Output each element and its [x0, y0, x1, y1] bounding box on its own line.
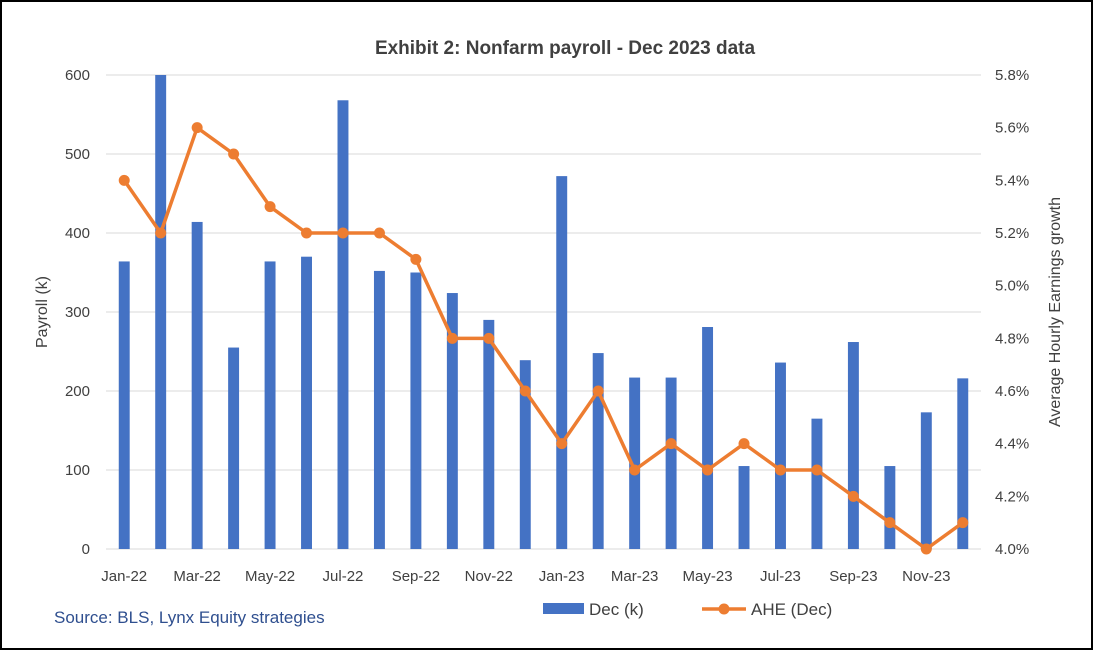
y2-tick-label: 4.6%	[995, 383, 1029, 400]
ahe-point	[337, 227, 349, 239]
line-series	[118, 122, 969, 555]
bar	[373, 270, 385, 549]
y-axis-label: Payroll (k)	[34, 276, 51, 348]
x-axis-ticks: Jan-22 Mar-22 May-22 Jul-22 Sep-22 Nov-22 Jan-…	[101, 568, 950, 585]
bar	[775, 362, 786, 549]
legend-swatch-marker	[718, 603, 730, 615]
ahe-point	[264, 201, 276, 213]
bar	[446, 293, 458, 549]
y2-tick-label: 4.2%	[995, 488, 1029, 505]
ahe-point	[920, 543, 932, 555]
y2-tick-label: 5.4%	[995, 172, 1029, 189]
bar	[665, 377, 677, 549]
left-axis-ticks: 0 100 200 300 400 500 600	[65, 67, 90, 558]
ahe-point	[301, 227, 313, 239]
bar	[957, 378, 969, 549]
ahe-point	[738, 438, 750, 450]
x-tick-label: Jan-22	[101, 568, 147, 585]
bar	[483, 319, 495, 549]
bar	[191, 221, 203, 549]
y2-tick-label: 5.2%	[995, 225, 1029, 242]
ahe-point	[957, 517, 969, 529]
x-tick-label: Mar-23	[611, 568, 659, 585]
bar	[884, 466, 896, 549]
y-tick-label: 500	[65, 146, 90, 163]
x-tick-label: Nov-22	[465, 568, 513, 585]
bar	[519, 360, 531, 549]
ahe-line	[122, 125, 964, 551]
y-tick-label: 200	[65, 383, 90, 400]
ahe-point	[483, 332, 495, 344]
bar	[155, 75, 167, 549]
ahe-point	[373, 227, 385, 239]
x-tick-label: Jan-23	[539, 568, 585, 585]
y2-tick-label: 5.8%	[995, 67, 1029, 84]
bar	[264, 261, 276, 549]
chart-title: Exhibit 2: Nonfarm payroll - Dec 2023 da…	[375, 38, 756, 59]
x-tick-label: May-23	[683, 568, 733, 585]
ahe-point	[702, 464, 714, 476]
x-tick-label: Sep-23	[829, 568, 877, 585]
ahe-point	[884, 517, 896, 529]
bar	[228, 347, 240, 549]
gridlines	[106, 74, 981, 550]
x-tick-label: Jul-23	[760, 568, 801, 585]
bar	[629, 377, 641, 549]
y-tick-label: 100	[65, 462, 90, 479]
y2-tick-label: 4.4%	[995, 436, 1029, 453]
y2-tick-label: 5.6%	[995, 120, 1029, 137]
source-note: Source: BLS, Lynx Equity strategies	[54, 608, 325, 627]
bar	[847, 342, 859, 549]
x-tick-label: Sep-22	[392, 568, 440, 585]
ahe-point	[847, 490, 859, 502]
bar	[118, 261, 130, 549]
bar	[337, 100, 349, 549]
ahe-point	[556, 438, 568, 450]
ahe-point	[118, 174, 130, 186]
bar-series	[118, 75, 969, 549]
legend-label-bars: Dec (k)	[589, 600, 644, 619]
bar	[738, 466, 750, 549]
ahe-point	[592, 385, 604, 397]
y-tick-label: 0	[82, 541, 90, 558]
x-tick-label: Nov-23	[902, 568, 950, 585]
ahe-point	[228, 148, 240, 160]
x-tick-label: Mar-22	[173, 568, 221, 585]
ahe-point	[774, 464, 786, 476]
x-tick-label: May-22	[245, 568, 295, 585]
bar	[410, 272, 422, 549]
ahe-point	[410, 253, 422, 265]
bar	[592, 353, 604, 549]
ahe-point	[446, 332, 458, 344]
y2-tick-label: 4.0%	[995, 541, 1029, 558]
bar	[811, 418, 823, 549]
bar	[301, 256, 312, 549]
y2-tick-label: 4.8%	[995, 330, 1029, 347]
legend-swatch-bars	[543, 603, 584, 614]
bar	[702, 327, 714, 549]
y-tick-label: 300	[65, 304, 90, 321]
ahe-point	[811, 464, 823, 476]
bar	[920, 412, 932, 549]
y2-tick-label: 5.0%	[995, 278, 1029, 295]
ahe-point	[629, 464, 641, 476]
ahe-point	[155, 227, 167, 239]
ahe-point	[191, 122, 203, 134]
legend-label-line: AHE (Dec)	[751, 600, 832, 619]
right-axis-ticks: 4.0% 4.2% 4.4% 4.6% 4.8% 5.0% 5.2% 5.4% 5.6% 5.8%	[995, 67, 1029, 558]
ahe-point	[519, 385, 531, 397]
legend: Dec (k) AHE (Dec)	[543, 600, 832, 619]
y2-axis-label: Average Hourly Earnings growth	[1047, 197, 1064, 427]
ahe-point	[665, 438, 677, 450]
y-tick-label: 600	[65, 67, 90, 84]
x-tick-label: Jul-22	[323, 568, 364, 585]
y-tick-label: 400	[65, 225, 90, 242]
bar	[556, 176, 568, 549]
